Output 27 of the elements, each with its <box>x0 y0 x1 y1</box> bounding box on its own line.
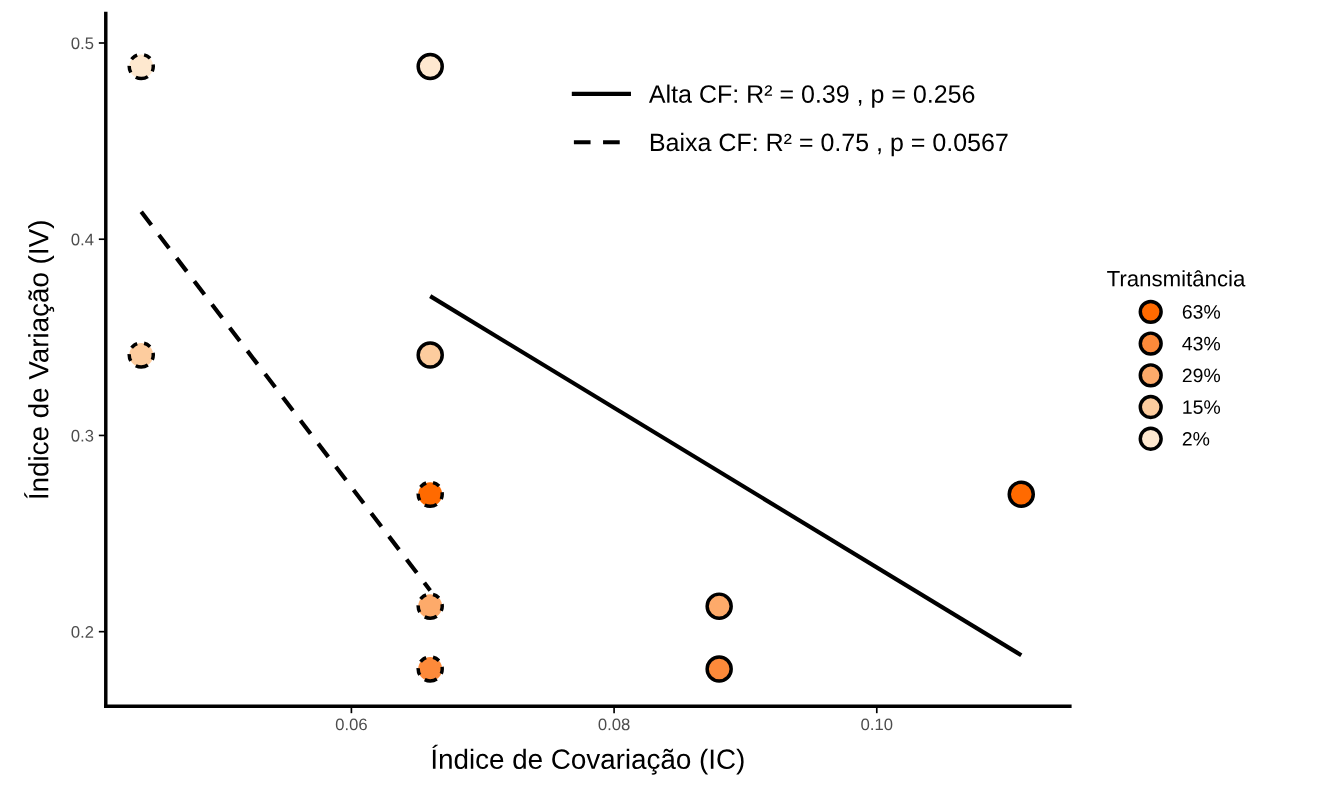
point <box>416 480 444 509</box>
point <box>1007 480 1036 509</box>
y-tick-label: 0.3 <box>71 429 94 442</box>
x-axis-title: Índice de Covariação (IC) <box>432 744 744 775</box>
x-tick-label: 0.08 <box>598 718 630 731</box>
legend-label: 43% <box>1182 336 1221 351</box>
point <box>416 655 444 683</box>
legend-title: Transmitância <box>1107 270 1246 287</box>
point <box>416 341 444 369</box>
legend-label: Alta CF: R² = 0.39 , p = 0.256 <box>648 84 975 108</box>
legend-label: Baixa CF: R² = 0.75 , p = 0.0567 <box>650 132 1008 157</box>
point <box>705 655 733 683</box>
point <box>416 52 444 81</box>
y-tick-label: 0.5 <box>71 37 94 50</box>
legend-label: 2% <box>1182 431 1210 446</box>
legend-label: 29% <box>1182 368 1221 383</box>
y-tick-label: 0.2 <box>71 626 94 638</box>
y-axis-title: Índice de Variação (IV) <box>24 221 55 499</box>
y-tick-label: 0.4 <box>71 233 94 246</box>
x-tick-label: 0.10 <box>861 718 893 731</box>
point <box>705 592 733 620</box>
point <box>127 52 156 81</box>
point <box>416 592 444 620</box>
legend-label: 15% <box>1183 400 1221 415</box>
legend-label: 63% <box>1182 305 1221 319</box>
x-tick-label: 0.06 <box>335 718 367 731</box>
point <box>127 341 156 369</box>
